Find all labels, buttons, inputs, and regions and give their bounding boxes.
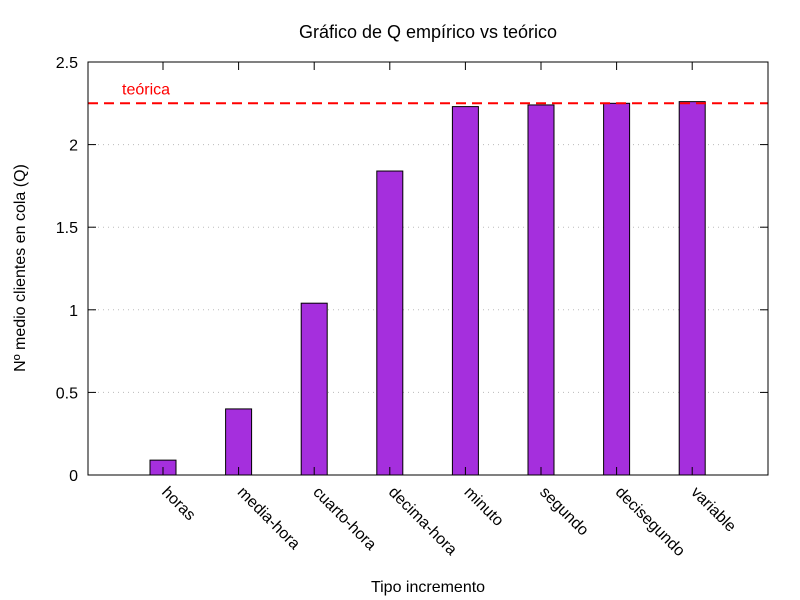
x-tick-label: horas	[158, 484, 198, 524]
plot-frame	[87, 61, 769, 476]
x-tick-label: media-hora	[234, 484, 303, 553]
y-tick-label: 2	[69, 138, 78, 155]
x-tick-label: segundo	[536, 484, 592, 540]
y-axis-ticks: 0 0.5 1 1.5 2 2.5	[56, 55, 768, 485]
reference-line-label: teórica	[122, 81, 170, 98]
x-tick-label: decima-hora	[385, 484, 460, 559]
bars	[149, 101, 706, 476]
bar-decisegundo	[603, 102, 631, 476]
grid-lines	[88, 144, 768, 393]
x-axis-ticks: horas media-hora cuarto-hora decima-hora min…	[158, 62, 739, 560]
bar-minuto	[451, 106, 479, 476]
bar-decima-hora	[376, 170, 404, 476]
y-tick-label: 1.5	[56, 220, 78, 237]
bar-cuarto-hora	[300, 302, 328, 476]
bar-segundo	[527, 104, 555, 476]
x-tick-label: minuto	[461, 484, 507, 530]
bar-media-hora	[225, 408, 253, 476]
chart-title: Gráfico de Q empírico vs teórico	[299, 22, 557, 42]
bar-variable	[678, 101, 706, 476]
reference-line-group: teórica	[88, 81, 768, 105]
x-tick-label: variable	[687, 484, 739, 536]
x-tick-label: cuarto-hora	[309, 484, 379, 554]
y-tick-label: 1	[69, 303, 78, 320]
y-axis-label: Nº medio clientes en cola (Q)	[12, 164, 29, 372]
x-axis-label: Tipo incremento	[371, 579, 485, 596]
x-tick-label: decisegundo	[612, 484, 688, 560]
y-tick-label: 0	[69, 468, 78, 485]
y-tick-label: 2.5	[56, 55, 78, 72]
y-tick-label: 0.5	[56, 385, 78, 402]
